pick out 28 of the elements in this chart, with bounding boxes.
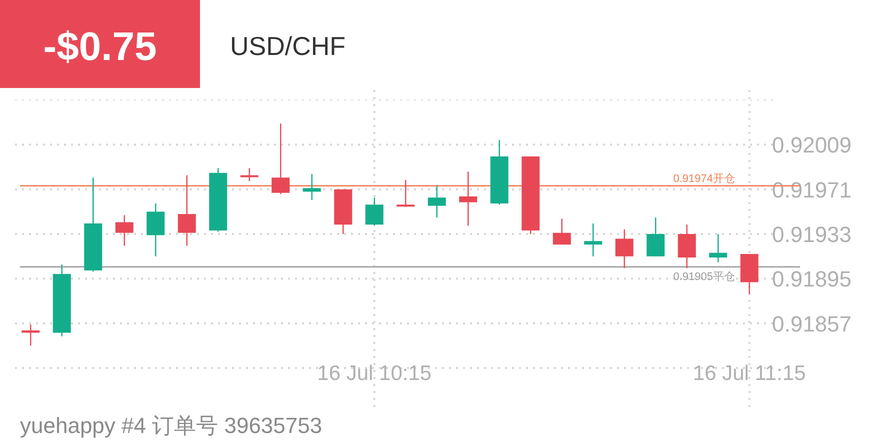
candlestick xyxy=(428,185,446,218)
chart-title: USD/CHF xyxy=(230,31,346,61)
candlestick xyxy=(365,196,384,226)
text: yuehappy #4 订单号 39635753 xyxy=(20,413,322,438)
x-tick-label: 16 Jul 10:15 xyxy=(317,362,432,385)
candlestick xyxy=(302,173,321,201)
candlestick xyxy=(552,218,571,246)
y-tick-label: 0.91895 xyxy=(772,266,852,292)
candlestick xyxy=(678,224,696,269)
y-tick-label: 0.91857 xyxy=(772,311,852,336)
candlestick xyxy=(396,179,415,208)
candlestick xyxy=(459,171,478,226)
candlestick xyxy=(146,202,165,257)
candlestick xyxy=(178,174,196,246)
x-tick-label: 16 Jul 11:15 xyxy=(692,362,806,385)
candlestick xyxy=(615,228,634,269)
y-tick-label: 0.92009 xyxy=(772,132,852,158)
candlestick xyxy=(646,216,665,257)
ref-line-label: 0.91974开仓 xyxy=(673,172,735,185)
ref-line-label: 0.91905平仓 xyxy=(673,270,735,283)
y-tick-label: 0.91933 xyxy=(772,222,852,247)
text: -$0.75 xyxy=(43,25,157,69)
candlestick xyxy=(115,214,134,246)
candlestick xyxy=(240,168,258,182)
candlestick xyxy=(709,233,728,263)
candlestick xyxy=(584,222,602,257)
y-tick-label: 0.91971 xyxy=(772,177,852,202)
candlestick xyxy=(272,122,290,195)
